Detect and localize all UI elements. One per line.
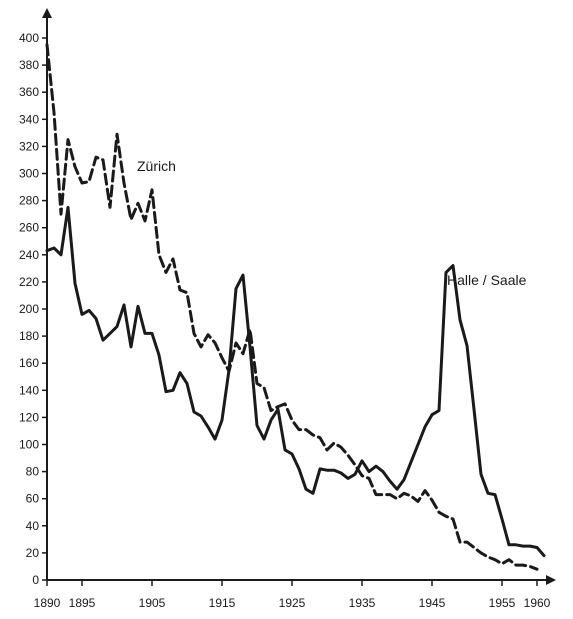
y-tick-label: 140 — [19, 383, 39, 397]
series-labels: Zürich Halle / Saale — [137, 158, 527, 288]
x-tick-label: 1960 — [524, 596, 551, 610]
y-tick-label: 80 — [26, 465, 40, 479]
x-tick-label: 1945 — [419, 596, 446, 610]
x-tick-label: 1895 — [69, 596, 96, 610]
y-tick-label: 160 — [19, 356, 39, 370]
y-tick-label: 240 — [19, 248, 39, 262]
x-tick-label: 1915 — [209, 596, 236, 610]
y-tick-label: 20 — [26, 546, 40, 560]
y-tick-label: 100 — [19, 438, 39, 452]
y-tick-label: 0 — [32, 573, 39, 587]
y-tick-label: 220 — [19, 275, 39, 289]
y-tick-label: 40 — [26, 519, 40, 533]
series-line-halle-saale — [45, 205, 546, 558]
y-tick-label: 340 — [19, 112, 39, 126]
series — [45, 43, 546, 571]
series-line-z-rich — [45, 43, 539, 571]
x-tick-label: 1905 — [139, 596, 166, 610]
y-tick-label: 320 — [19, 139, 39, 153]
x-tick-label: 1890 — [34, 596, 61, 610]
y-tick-label: 260 — [19, 221, 39, 235]
y-tick-label: 60 — [26, 492, 40, 506]
y-tick-label: 380 — [19, 58, 39, 72]
axes — [42, 8, 556, 585]
series-label-z-rich: Zürich — [137, 158, 176, 174]
x-tick-label: 1925 — [279, 596, 306, 610]
y-tick-label: 200 — [19, 302, 39, 316]
ticks: 0 20 40 60 80 100 120 140 160 180 200 220 240 260 280 3… — [19, 31, 551, 610]
y-tick-label: 360 — [19, 85, 39, 99]
y-tick-label: 400 — [19, 31, 39, 45]
x-tick-label: 1955 — [489, 596, 516, 610]
y-tick-label: 120 — [19, 410, 39, 424]
series-label-halle-saale: Halle / Saale — [447, 272, 527, 288]
y-tick-label: 300 — [19, 167, 39, 181]
x-tick-label: 1935 — [349, 596, 376, 610]
y-tick-label: 280 — [19, 194, 39, 208]
y-tick-label: 180 — [19, 329, 39, 343]
